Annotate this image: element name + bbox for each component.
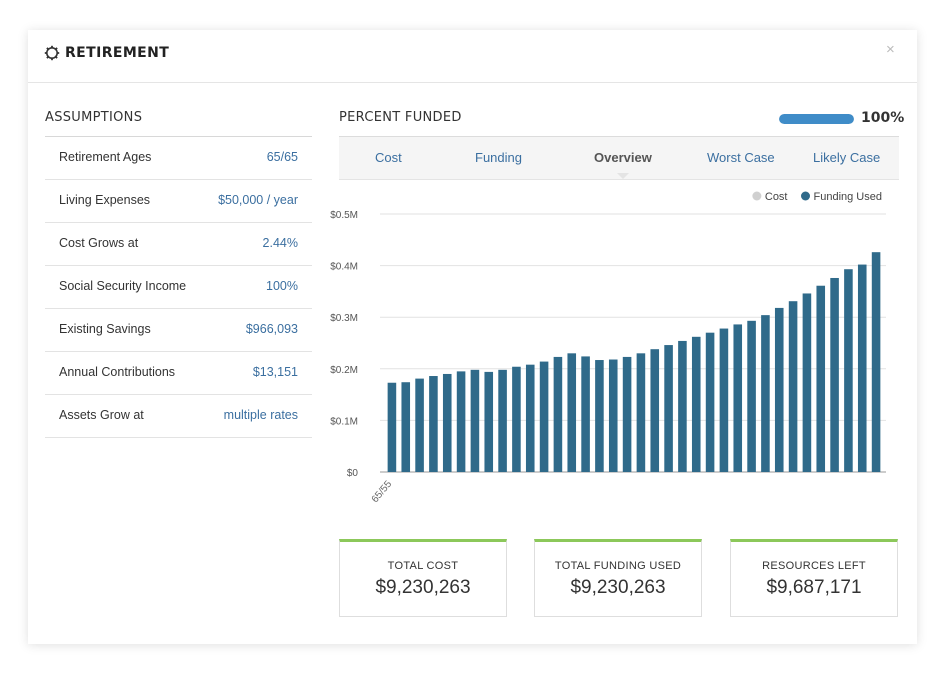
bar — [733, 324, 743, 472]
resources-left-card: RESOURCES LEFT $9,687,171 — [730, 539, 898, 617]
bar — [802, 293, 812, 472]
bar — [498, 369, 507, 472]
funded-progress-fill — [779, 114, 854, 124]
gear-icon — [44, 45, 60, 61]
y-tick-label: $0 — [347, 468, 359, 479]
bar — [581, 356, 590, 472]
stat-label: TOTAL FUNDING USED — [554, 560, 682, 572]
page-title: RETIREMENT — [65, 45, 170, 61]
bar — [705, 332, 715, 472]
y-tick-label: $0.4M — [330, 262, 358, 273]
bar — [844, 269, 853, 472]
assumption-row[interactable]: Assets Grow at multiple rates — [45, 395, 312, 438]
bar — [622, 356, 632, 472]
total-cost-card: TOTAL COST $9,230,263 — [339, 539, 507, 617]
x-tick-label: 65/55 — [370, 479, 395, 506]
assumption-value[interactable]: 2.44% — [262, 236, 298, 250]
y-tick-label: $0.2M — [330, 365, 358, 376]
assumption-row[interactable]: Living Expenses $50,000 / year — [45, 180, 312, 223]
bar — [608, 359, 618, 472]
close-icon[interactable]: × — [886, 41, 895, 58]
bar — [456, 371, 466, 472]
funded-percent: 100% — [861, 110, 905, 126]
bar — [470, 369, 480, 472]
bar — [636, 353, 646, 472]
bar — [761, 315, 770, 472]
chart-tabs: Cost Funding Overview Worst Case Likely … — [339, 136, 899, 180]
tab-likely-case[interactable]: Likely Case — [813, 150, 881, 165]
bar — [387, 382, 397, 472]
y-tick-label: $0.1M — [330, 416, 358, 427]
bar — [525, 364, 535, 472]
active-tab-indicator — [617, 173, 629, 179]
bar — [553, 356, 563, 472]
bar — [691, 336, 701, 472]
bar — [429, 376, 438, 472]
stat-label: TOTAL COST — [387, 560, 459, 572]
legend-label: Funding Used — [814, 191, 883, 203]
assumption-value[interactable]: multiple rates — [223, 408, 298, 422]
assumptions-list: Retirement Ages 65/65 Living Expenses $50,… — [45, 136, 312, 438]
bar — [401, 382, 411, 472]
bar — [774, 307, 784, 472]
bar — [816, 285, 826, 472]
assumptions-title: ASSUMPTIONS — [45, 110, 143, 125]
stat-value: $9,230,263 — [570, 577, 666, 598]
percent-funded-title: PERCENT FUNDED — [339, 110, 462, 125]
funding-chart: $0 $0.1M $0.2M $0.3M $0.4M $0.5M 65/55 Funding … — [330, 191, 886, 506]
assumption-row[interactable]: Retirement Ages 65/65 — [45, 137, 312, 180]
assumption-label: Assets Grow at — [59, 408, 144, 422]
assumption-row[interactable]: Social Security Income 100% — [45, 266, 312, 309]
assumption-label: Retirement Ages — [59, 150, 152, 164]
funded-progress-bar — [779, 114, 854, 124]
bar — [567, 353, 577, 472]
bar — [595, 360, 604, 472]
assumption-value[interactable]: 65/65 — [266, 150, 298, 164]
bar — [788, 301, 798, 472]
bar — [650, 349, 660, 472]
assumption-value[interactable]: 100% — [266, 279, 298, 293]
bar — [719, 328, 729, 472]
tab-funding[interactable]: Funding — [475, 150, 522, 165]
assumption-label: Social Security Income — [59, 279, 187, 293]
legend-label: Cost — [765, 191, 788, 203]
legend-swatch — [801, 191, 810, 201]
assumption-row[interactable]: Annual Contributions $13,151 — [45, 352, 312, 395]
assumption-row[interactable]: Cost Grows at 2.44% — [45, 223, 312, 266]
y-tick-label: $0.5M — [330, 210, 358, 221]
legend-swatch — [752, 191, 762, 201]
tab-cost[interactable]: Cost — [375, 150, 402, 165]
stat-label: RESOURCES LEFT — [762, 560, 866, 572]
tab-worst-case[interactable]: Worst Case — [707, 150, 775, 165]
y-tick-label: $0.3M — [330, 313, 358, 324]
bar — [442, 373, 452, 472]
assumption-label: Living Expenses — [59, 193, 151, 207]
stat-value: $9,230,263 — [375, 577, 471, 598]
assumption-value[interactable]: $966,093 — [245, 322, 298, 336]
bar — [415, 378, 424, 472]
assumption-label: Existing Savings — [59, 322, 151, 336]
assumption-label: Annual Contributions — [59, 365, 176, 379]
total-funding-used-card: TOTAL FUNDING USED $9,230,263 — [534, 539, 702, 617]
assumption-value[interactable]: $13,151 — [252, 365, 298, 379]
bar — [678, 340, 687, 472]
card-header: RETIREMENT × — [28, 30, 917, 83]
bar — [664, 345, 673, 472]
bar — [747, 320, 756, 472]
bar — [871, 252, 881, 472]
bar — [484, 371, 494, 472]
assumption-label: Cost Grows at — [59, 236, 139, 250]
bar — [512, 366, 521, 472]
assumption-row[interactable]: Existing Savings $966,093 — [45, 309, 312, 352]
tab-overview[interactable]: Overview — [594, 150, 652, 165]
retirement-card: RETIREMENT × ASSUMPTIONS Retirement Ages… — [28, 30, 917, 644]
assumption-value[interactable]: $50,000 / year — [218, 193, 298, 207]
bar — [857, 264, 867, 472]
bar — [539, 361, 549, 472]
stat-value: $9,687,171 — [766, 577, 862, 598]
bar — [830, 277, 839, 472]
